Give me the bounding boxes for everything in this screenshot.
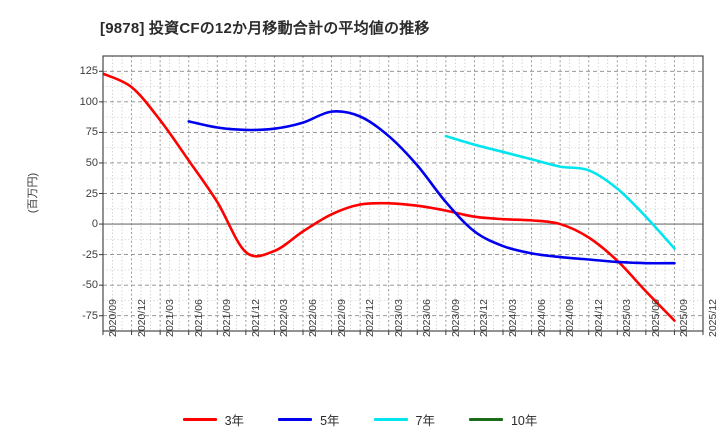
y-tick-label: 0 — [91, 218, 98, 231]
series-line-3年 — [103, 72, 676, 322]
x-tick-label: 2023/06 — [421, 299, 434, 337]
x-tick-label: 2025/09 — [678, 299, 691, 337]
series-line-7年 — [444, 134, 676, 250]
x-tick-label: 2025/03 — [621, 299, 634, 337]
legend-label: 7年 — [415, 413, 435, 428]
y-tick-label: -25 — [82, 248, 98, 261]
legend-swatch-icon — [278, 417, 313, 421]
y-tick-label: 50 — [85, 156, 98, 169]
x-tick-label: 2020/12 — [135, 299, 148, 337]
y-axis-ticks: 125 100 75 50 25 0 -25 -50 -75 — [50, 0, 98, 440]
x-tick-label: 2024/03 — [507, 299, 519, 337]
x-tick-label: 2024/12 — [592, 299, 605, 337]
x-tick-label: 2021/12 — [249, 299, 262, 337]
legend-label: 3年 — [224, 413, 245, 428]
x-tick-label: 2024/09 — [564, 299, 577, 337]
x-tick-label: 2022/09 — [335, 299, 348, 337]
chart-legend: 3年 5年 7年 10年 — [0, 405, 720, 433]
x-tick-label: 2021/09 — [221, 299, 234, 337]
y-tick-label: 75 — [85, 126, 98, 139]
legend-label: 10年 — [510, 413, 538, 428]
x-tick-label: 2025/12 — [707, 299, 719, 337]
x-tick-label: 2022/03 — [278, 299, 291, 337]
y-tick-label: -50 — [82, 279, 98, 292]
x-tick-label: 2023/12 — [478, 299, 491, 337]
y-tick-label: 25 — [85, 187, 98, 200]
legend-item-3年[interactable]: 3年 — [182, 410, 245, 429]
x-tick-label: 2023/03 — [392, 299, 405, 337]
y-tick-label: 100 — [79, 95, 98, 108]
y-tick-label: 125 — [79, 65, 98, 78]
page-title: [9878] 投資CFの12か月移動合計の平均値の推移 — [100, 20, 430, 37]
legend-item-7年[interactable]: 7年 — [373, 410, 435, 429]
y-tick-label: -75 — [82, 309, 98, 322]
legend-swatch-icon — [468, 417, 503, 421]
series-line-5年 — [187, 110, 676, 265]
x-tick-label: 2021/03 — [164, 299, 177, 337]
x-tick-label: 2024/06 — [535, 299, 548, 337]
x-tick-label: 2020/09 — [107, 299, 119, 337]
legend-swatch-icon — [373, 417, 408, 421]
legend-swatch-icon — [182, 417, 217, 421]
x-tick-label: 2025/06 — [649, 299, 662, 337]
x-tick-label: 2023/09 — [449, 299, 462, 337]
x-tick-label: 2021/06 — [192, 299, 205, 337]
x-tick-label: 2022/12 — [364, 299, 377, 337]
legend-item-5年[interactable]: 5年 — [278, 410, 340, 429]
legend-label: 5年 — [320, 413, 340, 428]
x-tick-label: 2022/06 — [307, 299, 319, 337]
legend-item-10年[interactable]: 10年 — [468, 410, 538, 429]
